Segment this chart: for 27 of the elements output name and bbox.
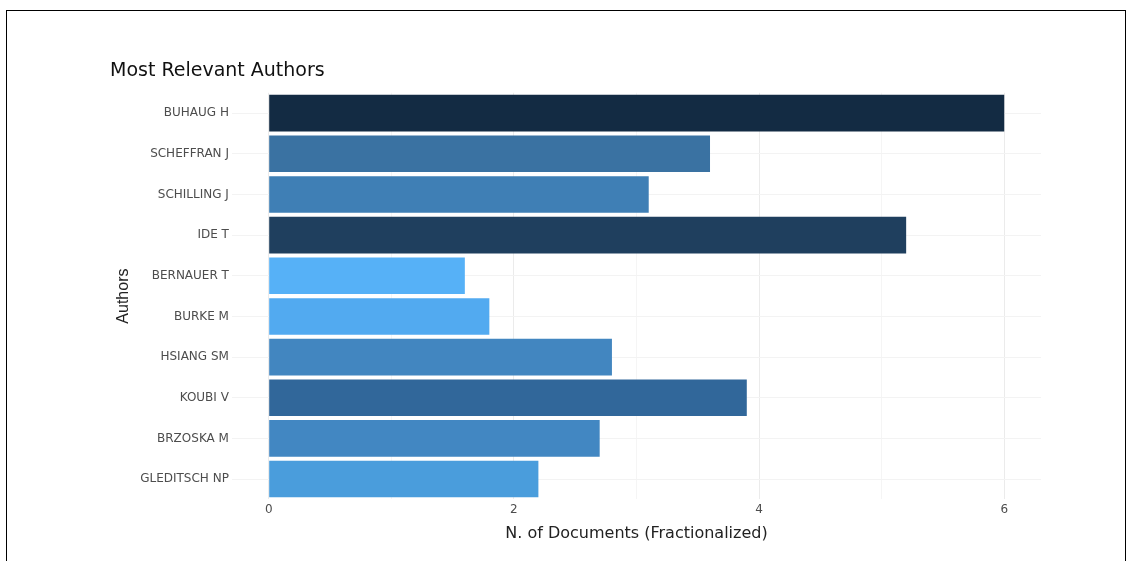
y-axis-title: Authors [114, 268, 132, 324]
y-tick-label: BRZOSKA M [157, 430, 229, 445]
bar [269, 338, 612, 376]
bar [269, 216, 907, 254]
x-tick-label: 4 [755, 501, 763, 516]
y-tick-label: BURKE M [173, 308, 229, 323]
x-axis-title: N. of Documents (Fractionalized) [505, 522, 768, 542]
y-tick-label: KOUBI V [179, 389, 230, 404]
bar [269, 176, 649, 213]
bar [269, 298, 490, 335]
x-tick-label: 6 [1000, 501, 1009, 516]
y-tick-label: SCHILLING J [157, 186, 229, 201]
y-tick-label: IDE T [197, 227, 230, 242]
x-tick-label: 0 [264, 501, 273, 516]
y-tick-label: BUHAUG H [163, 105, 229, 120]
bar [269, 460, 539, 498]
y-tick-label: SCHEFFRAN J [150, 145, 229, 160]
x-tick-label: 2 [510, 501, 518, 516]
bar [269, 135, 711, 173]
bar [269, 94, 1005, 132]
y-tick-label: HSIANG SM [160, 349, 229, 364]
bar [269, 257, 465, 295]
bar [269, 420, 600, 457]
chart-title: Most Relevant Authors [110, 58, 325, 81]
y-tick-label: BERNAUER T [151, 267, 230, 282]
y-tick-label: GLEDITSCH NP [140, 471, 229, 486]
bar [269, 379, 747, 417]
